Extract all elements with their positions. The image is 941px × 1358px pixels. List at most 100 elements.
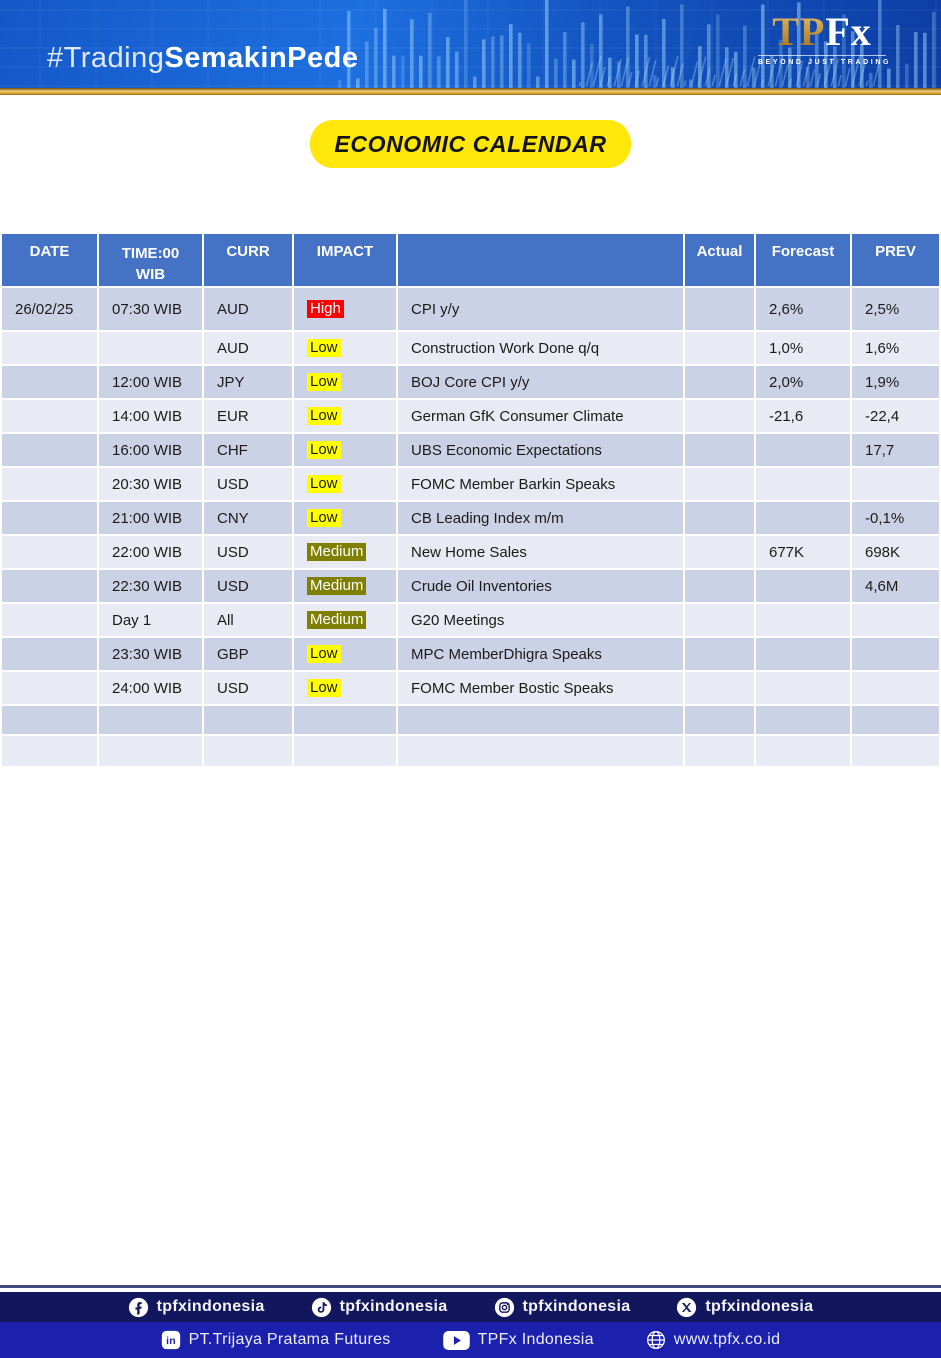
cell-curr: AUD [204, 288, 292, 330]
cell-forecast: 1,0% [756, 332, 850, 364]
table-header-row: DATE TIME:00 WIB CURR IMPACT Actual Fore… [2, 234, 939, 286]
cell-prev: -22,4 [852, 400, 939, 432]
cell-forecast: 677K [756, 536, 850, 568]
cell-actual [685, 638, 754, 670]
header-time-label: TIME:00 WIB [121, 245, 180, 283]
cell-date [2, 366, 97, 398]
table-row: 23:30 WIB GBP Low MPC MemberDhigra Speaks [2, 638, 939, 670]
cell-time: 24:00 WIB [99, 672, 202, 704]
x-link[interactable]: tpfxindonesia [676, 1297, 813, 1318]
table-row: 16:00 WIB CHF Low UBS Economic Expectations… [2, 434, 939, 466]
table-row: 21:00 WIB CNY Low CB Leading Index m/m -0,1% [2, 502, 939, 534]
page-title: ECONOMIC CALENDAR [310, 120, 631, 168]
cell-date [2, 502, 97, 534]
cell-date [2, 434, 97, 466]
cell-date [2, 638, 97, 670]
table-row: 12:00 WIB JPY Low BOJ Core CPI y/y 2,0% 1,9% [2, 366, 939, 398]
cell-time: 20:30 WIB [99, 468, 202, 500]
tiktok-link[interactable]: tpfxindonesia [311, 1297, 448, 1318]
header-actual: Actual [685, 234, 754, 286]
cell-date [2, 570, 97, 602]
cell-event [398, 736, 683, 766]
cell-curr: AUD [204, 332, 292, 364]
tiktok-icon [311, 1297, 332, 1318]
cell-date [2, 536, 97, 568]
impact-badge: Medium [307, 542, 367, 562]
cell-time: 22:00 WIB [99, 536, 202, 568]
cell-impact [294, 706, 396, 734]
cell-curr: USD [204, 570, 292, 602]
cell-prev: -0,1% [852, 502, 939, 534]
tiktok-label: tpfxindonesia [339, 1298, 448, 1315]
cell-prev [852, 672, 939, 704]
cell-event: UBS Economic Expectations [398, 434, 683, 466]
table-row [2, 706, 939, 734]
cell-forecast [756, 604, 850, 636]
cell-event: G20 Meetings [398, 604, 683, 636]
header-forecast: Forecast [756, 234, 850, 286]
cell-actual [685, 288, 754, 330]
cell-time: 07:30 WIB [99, 288, 202, 330]
cell-forecast [756, 638, 850, 670]
cell-curr: CHF [204, 434, 292, 466]
cell-curr: CNY [204, 502, 292, 534]
cell-forecast [756, 736, 850, 766]
table-row: 22:30 WIB USD Medium Crude Oil Inventories 4… [2, 570, 939, 602]
header-curr: CURR [204, 234, 292, 286]
linkedin-label: PT.Trijaya Pratama Futures [188, 1331, 391, 1348]
cell-actual [685, 672, 754, 704]
cell-time: 23:30 WIB [99, 638, 202, 670]
cell-actual [685, 706, 754, 734]
cell-actual [685, 736, 754, 766]
cell-event: CPI y/y [398, 288, 683, 330]
cell-time: 22:30 WIB [99, 570, 202, 602]
cell-time [99, 332, 202, 364]
linkedin-link[interactable]: in PT.Trijaya Pratama Futures [161, 1330, 391, 1350]
cell-date [2, 604, 97, 636]
cell-prev: 17,7 [852, 434, 939, 466]
logo-fx: Fx [825, 9, 872, 54]
header-impact: IMPACT [294, 234, 396, 286]
impact-badge: Medium [307, 610, 367, 630]
youtube-link[interactable]: TPFx Indonesia [442, 1330, 594, 1350]
cell-prev [852, 604, 939, 636]
table-row: AUD Low Construction Work Done q/q 1,0% 1,6% [2, 332, 939, 364]
cell-prev: 1,6% [852, 332, 939, 364]
table-row: 20:30 WIB USD Low FOMC Member Barkin Speaks [2, 468, 939, 500]
cell-forecast [756, 468, 850, 500]
tpfx-logo-wordmark: TPFx [758, 12, 886, 52]
x-icon [676, 1297, 697, 1318]
cell-curr: EUR [204, 400, 292, 432]
table-row: 24:00 WIB USD Low FOMC Member Bostic Speaks [2, 672, 939, 704]
cell-impact: Low [294, 502, 396, 534]
cell-forecast: 2,0% [756, 366, 850, 398]
cell-prev: 698K [852, 536, 939, 568]
cell-curr [204, 706, 292, 734]
facebook-icon [128, 1297, 149, 1318]
x-label: tpfxindonesia [705, 1298, 814, 1315]
cell-time: 14:00 WIB [99, 400, 202, 432]
cell-date [2, 672, 97, 704]
campaign-hashtag: #TradingSemakinPede [47, 42, 359, 75]
globe-icon [646, 1330, 666, 1350]
cell-forecast: 2,6% [756, 288, 850, 330]
cell-event: German GfK Consumer Climate [398, 400, 683, 432]
footer-top-line [0, 1285, 941, 1288]
instagram-label: tpfxindonesia [522, 1298, 631, 1315]
facebook-link[interactable]: tpfxindonesia [128, 1297, 265, 1318]
cell-prev [852, 706, 939, 734]
table-row [2, 736, 939, 766]
cell-forecast [756, 502, 850, 534]
cell-time: 16:00 WIB [99, 434, 202, 466]
impact-badge: Low [307, 474, 341, 494]
header-prev: PREV [852, 234, 939, 286]
cell-actual [685, 468, 754, 500]
cell-impact: Low [294, 672, 396, 704]
instagram-link[interactable]: tpfxindonesia [494, 1297, 631, 1318]
cell-impact: Low [294, 366, 396, 398]
cell-curr [204, 736, 292, 766]
cell-impact: Medium [294, 604, 396, 636]
tpfx-logo: TPFx BEYOND JUST TRADING [758, 12, 888, 66]
globe-link[interactable]: www.tpfx.co.id [646, 1330, 780, 1350]
